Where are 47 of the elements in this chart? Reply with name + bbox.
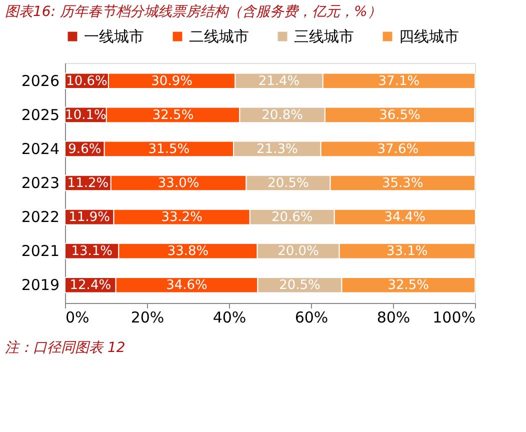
x-tick-label: 80% [376, 308, 410, 326]
data-label: 30.9% [151, 74, 192, 89]
y-tick-label: 2025 [21, 106, 60, 124]
x-tick-label: 40% [212, 308, 246, 326]
data-label: 32.5% [388, 278, 430, 294]
data-label: 34.4% [384, 210, 426, 226]
y-tick-label: 2022 [21, 208, 60, 226]
data-label: 12.4% [70, 278, 112, 294]
data-label: 13.1% [71, 244, 113, 260]
data-label: 36.5% [379, 108, 420, 123]
y-tick-label: 2024 [21, 140, 60, 158]
legend-label: 二线城市 [189, 28, 249, 46]
data-label: 33.1% [386, 244, 428, 260]
data-label: 20.8% [262, 108, 303, 123]
data-label: 20.5% [279, 278, 320, 294]
data-label: 10.6% [66, 74, 108, 89]
y-tick-label: 2026 [21, 72, 60, 90]
data-label: 37.1% [378, 74, 420, 89]
data-label: 33.2% [161, 210, 203, 226]
x-tick-label: 60% [294, 308, 328, 326]
data-label: 33.0% [158, 176, 200, 191]
data-label: 33.8% [167, 244, 209, 260]
data-label: 20.5% [268, 176, 309, 191]
data-label: 32.5% [152, 108, 194, 123]
y-tick-label: 2021 [21, 242, 60, 260]
x-tick-label: 0% [66, 308, 90, 326]
data-label: 11.2% [67, 176, 109, 191]
data-label: 35.3% [382, 176, 424, 191]
legend-label: 一线城市 [84, 28, 144, 46]
x-tick-label: 100% [432, 308, 476, 326]
y-tick-label: 2023 [21, 174, 60, 192]
chart-title: 图表16: 历年春节档分城线票房结构（含服务费，亿元，%） [5, 4, 382, 20]
data-label: 9.6% [68, 142, 102, 157]
data-label: 20.0% [278, 244, 319, 260]
data-label: 37.6% [377, 142, 419, 157]
x-tick-label: 20% [130, 308, 164, 326]
data-label: 20.6% [271, 210, 313, 226]
text: 注：口径同图表 12 [5, 340, 126, 356]
data-label: 21.4% [258, 74, 300, 89]
legend-label: 三线城市 [294, 28, 354, 46]
y-tick-label: 2019 [21, 276, 60, 294]
data-label: 34.6% [166, 278, 208, 294]
data-label: 21.3% [256, 142, 298, 157]
data-label: 10.1% [65, 108, 106, 123]
data-label: 31.5% [148, 142, 190, 157]
data-label: 11.9% [68, 210, 110, 226]
legend-label: 四线城市 [399, 28, 459, 46]
